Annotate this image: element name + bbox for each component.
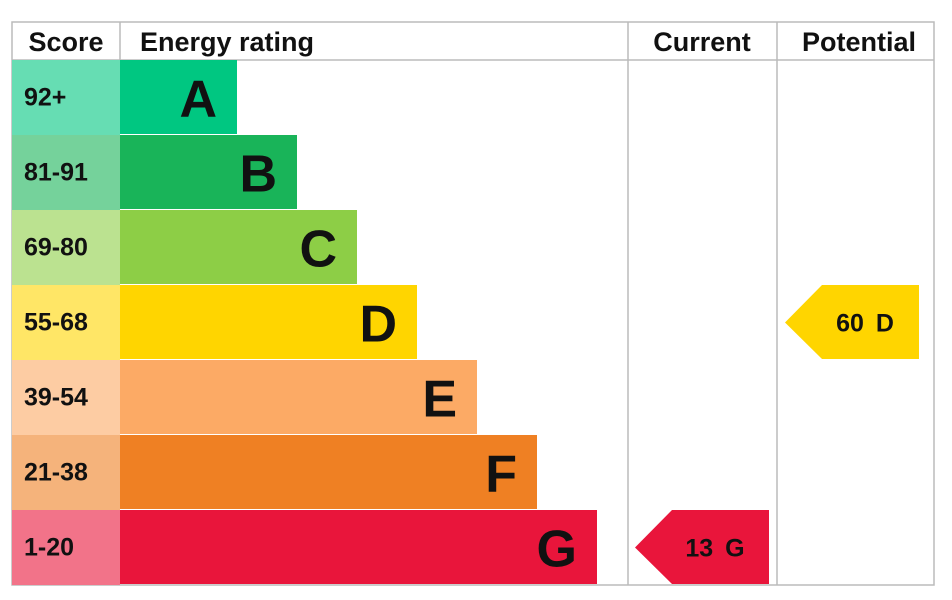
current-label: 13 G [685,535,744,563]
rating-bar [120,435,537,509]
rating-bar [120,135,297,209]
rating-bar [120,285,417,359]
potential-score: 60 [836,310,864,338]
score-range: 55-68 [24,309,88,337]
score-cell [12,60,120,135]
rating-letter: D [359,296,397,354]
potential-label: 60 D [836,310,894,338]
header-current: Current [653,27,751,57]
rating-letter: G [537,521,577,579]
rating-letter: C [299,221,337,279]
current-score: 13 [685,535,713,563]
rating-letter: A [179,71,217,129]
score-cell [12,135,120,210]
rating-bar [120,360,477,434]
header-potential: Potential [802,27,916,57]
header-score: Score [28,27,103,57]
score-cell [12,210,120,285]
score-cell [12,510,120,585]
score-cell [12,285,120,360]
score-range: 81-91 [24,159,88,187]
score-range: 69-80 [24,234,88,262]
score-range: 92+ [24,84,66,112]
rating-bar [120,510,597,584]
current-band: G [725,535,744,563]
score-cell [12,435,120,510]
header-rating: Energy rating [140,27,314,57]
potential-band: D [876,310,894,338]
current-arrow [635,510,769,584]
rating-letter: B [239,146,277,204]
rating-letter: E [422,371,457,429]
potential-arrow [785,285,919,359]
score-range: 21-38 [24,459,88,487]
score-range: 1-20 [24,534,74,562]
rating-bar [120,60,237,134]
score-cell [12,360,120,435]
score-range: 39-54 [24,384,88,412]
rating-letter: F [485,446,517,504]
rating-bar [120,210,357,284]
